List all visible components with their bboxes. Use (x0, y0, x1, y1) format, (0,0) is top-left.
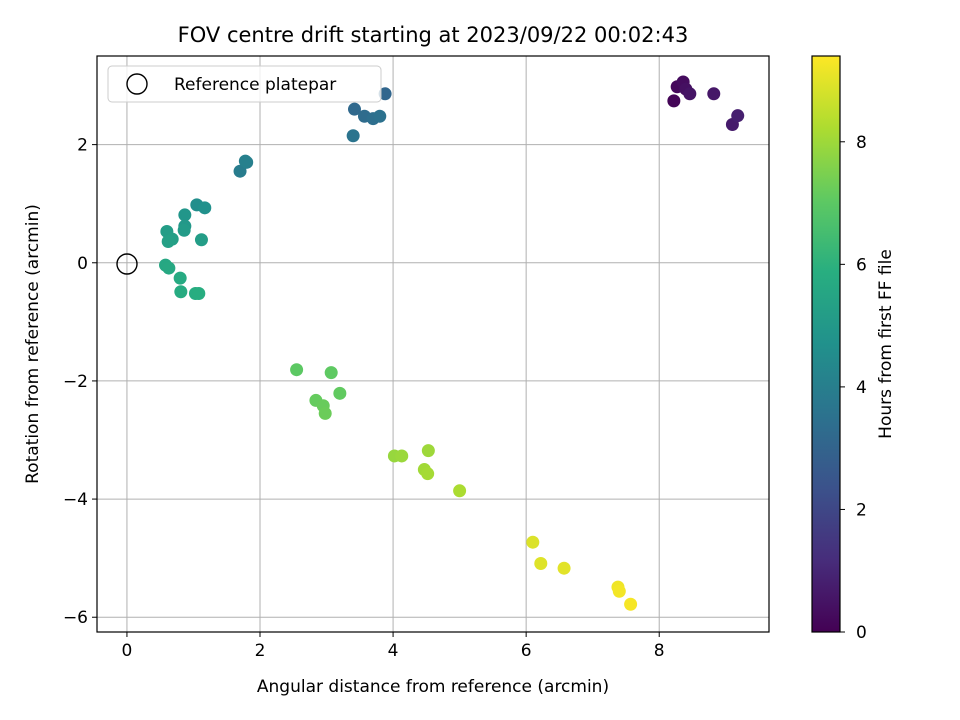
data-point (683, 87, 697, 101)
chart-title: FOV centre drift starting at 2023/09/22 … (178, 23, 689, 47)
colorbar-gradient (811, 55, 841, 633)
data-point (612, 584, 626, 598)
y-tick-label: −6 (63, 608, 88, 628)
data-point (453, 484, 467, 498)
colorbar: 0 2 4 6 8 Hours from first FF file (811, 55, 896, 643)
data-point (178, 208, 192, 222)
data-point (324, 366, 338, 380)
x-tick-label: 0 (122, 641, 133, 661)
colorbar-label: Hours from first FF file (876, 249, 896, 439)
data-point (194, 233, 208, 247)
data-point (421, 444, 435, 458)
data-point (174, 285, 188, 299)
data-point (198, 201, 212, 215)
data-point (233, 164, 247, 178)
y-tick-label: −4 (63, 490, 88, 510)
data-point (161, 235, 175, 249)
x-tick-label: 6 (521, 641, 532, 661)
legend-label: Reference platepar (174, 75, 336, 95)
colorbar-tick-label: 6 (856, 255, 867, 275)
x-tick-label: 2 (255, 641, 266, 661)
colorbar-tick-label: 0 (856, 623, 867, 643)
colorbar-ticks: 0 2 4 6 8 (840, 133, 867, 643)
data-point (395, 449, 409, 463)
grid (97, 56, 769, 632)
data-points (159, 75, 745, 611)
data-point (173, 271, 187, 285)
x-axis-title: Angular distance from reference (arcmin) (257, 677, 609, 697)
y-axis-title: Rotation from reference (arcmin) (23, 204, 43, 484)
data-point (162, 261, 176, 275)
legend: Reference platepar (107, 65, 382, 103)
data-point (192, 286, 206, 300)
data-point (346, 129, 360, 143)
data-point (177, 223, 191, 237)
data-point (526, 535, 540, 549)
x-tick-label: 4 (388, 641, 399, 661)
data-point (534, 556, 548, 570)
data-point (238, 154, 252, 168)
reference-platepar-marker (116, 253, 138, 275)
y-axis-ticks: −6 −4 −2 0 2 (63, 136, 97, 628)
y-tick-label: 0 (77, 254, 88, 274)
data-point (557, 561, 571, 575)
x-tick-label: 8 (654, 641, 665, 661)
legend-marker (126, 73, 148, 95)
data-point (421, 467, 435, 481)
colorbar-tick-label: 2 (856, 500, 867, 520)
data-point (731, 109, 745, 123)
legend-box (107, 65, 382, 103)
y-tick-label: 2 (77, 136, 88, 156)
data-point (290, 363, 304, 377)
colorbar-tick-label: 4 (856, 378, 867, 398)
data-point (624, 597, 638, 611)
colorbar-tick-label: 8 (856, 133, 867, 153)
data-point (707, 87, 721, 101)
x-axis-ticks: 0 2 4 6 8 (122, 632, 665, 661)
plot-frame (96, 55, 770, 633)
data-point (333, 386, 347, 400)
data-point (347, 102, 361, 116)
data-point (667, 94, 681, 108)
data-point (378, 87, 392, 101)
y-tick-label: −2 (63, 372, 88, 392)
data-point (318, 406, 332, 420)
data-point (373, 109, 387, 123)
